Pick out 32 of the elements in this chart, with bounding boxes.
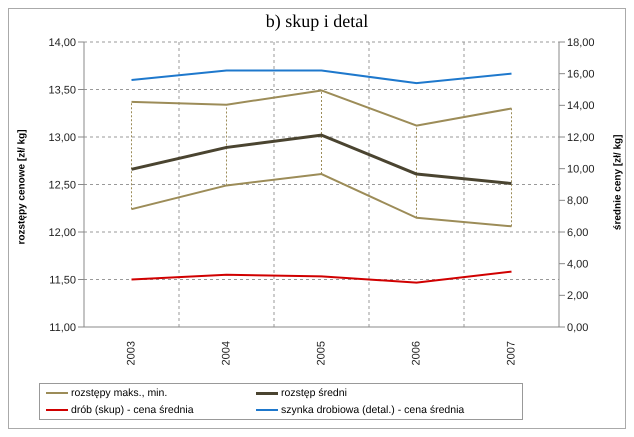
y-tick-label: 13,00 [48, 132, 76, 144]
y2-axis-title: średnie ceny [zł/ kg] [612, 134, 624, 230]
y2-tick-label: 16,00 [567, 68, 595, 81]
y-tick-label: 12,50 [48, 179, 76, 192]
x-tick-label: 2006 [410, 341, 422, 366]
y2-tick-label: 8,00 [567, 195, 588, 208]
y-tick-label: 13,50 [48, 84, 76, 96]
line-series [130, 134, 513, 186]
legend-label: szynka drobiowa (detal.) - cena średnia [281, 404, 464, 416]
y-tick-label: 11,00 [49, 322, 76, 334]
x-tick-label: 2007 [506, 341, 518, 366]
y-axis-title: rozstępy cenowe [zł/ kg] [16, 129, 28, 244]
legend-label: rozstępy maks., min. [71, 387, 168, 399]
x-tick-label: 2003 [126, 341, 138, 366]
legend-label: rozstęp średni [281, 387, 347, 399]
line-series [130, 270, 512, 284]
chart-title: b) skup i detal [264, 11, 370, 32]
y2-tick-label: 0,00 [567, 322, 588, 334]
y2-tick-label: 14,00 [567, 100, 595, 112]
y2-tick-label: 4,00 [567, 258, 588, 271]
legend-label: drób (skup) - cena średnia [71, 404, 194, 416]
x-tick-label: 2004 [220, 341, 232, 366]
y2-tick-label: 2,00 [567, 290, 588, 302]
y-tick-label: 14,00 [48, 36, 76, 49]
y2-tick-label: 18,00 [567, 36, 595, 49]
x-tick-label: 2005 [316, 341, 328, 366]
y-tick-label: 11,50 [49, 274, 76, 286]
line-series [130, 70, 512, 84]
y2-tick-label: 10,00 [567, 164, 595, 176]
y2-tick-label: 6,00 [567, 226, 588, 239]
y-tick-label: 12,00 [48, 226, 76, 239]
y2-tick-label: 12,00 [567, 132, 595, 144]
